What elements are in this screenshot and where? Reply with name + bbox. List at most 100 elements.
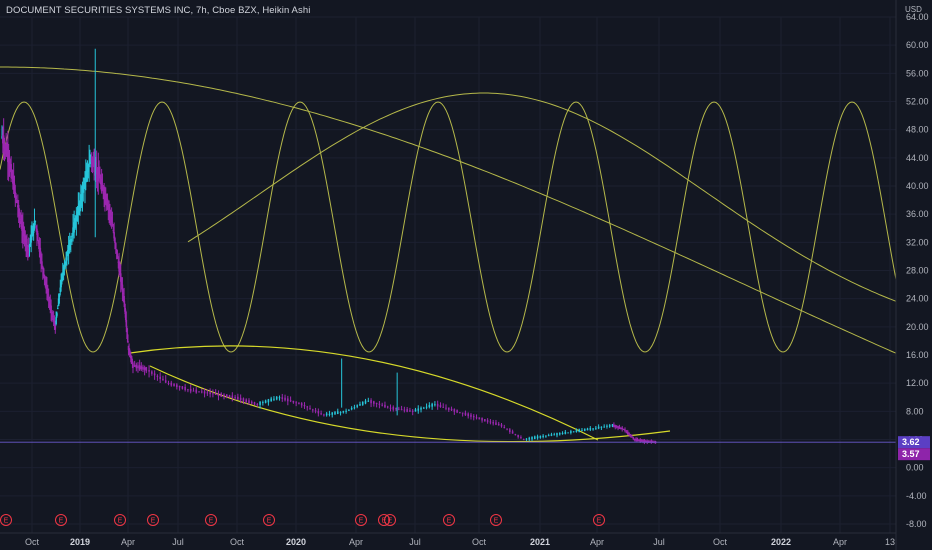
candle-body [395,407,397,410]
candle-body [287,398,289,402]
candle-body [64,261,67,266]
candle-body [5,145,7,154]
candle-body [102,187,105,194]
candle-body [18,214,21,216]
earnings-marker[interactable] [378,514,390,526]
candle-body [201,391,203,393]
candle-body [400,409,403,411]
candle-body [392,406,395,410]
candle-body [439,405,442,407]
candle-body [309,408,311,410]
candle-body [50,305,52,313]
candle-body [603,426,605,428]
candle-body [39,247,42,258]
candle-body [127,345,130,351]
candle-body [20,220,22,227]
candle-body [425,406,428,408]
candle-body [73,222,75,233]
candle-body [83,184,85,188]
earnings-marker[interactable] [205,514,217,526]
y-tick-label: 24.00 [906,294,929,304]
candle-body [234,397,236,399]
y-tick-label: 52.00 [906,97,929,107]
y-tick-label: 64.00 [906,12,929,22]
candle-body [625,431,628,433]
price-tags: 3.62 3.57 [898,436,930,461]
earnings-marker[interactable] [443,514,455,526]
candle-body [112,229,115,231]
candle-body [447,407,450,410]
candle-body [528,437,531,440]
candle-body [558,433,561,435]
x-tick-label: 2020 [286,537,306,547]
earnings-marker[interactable] [55,514,67,526]
candle-body [403,409,406,411]
candle-body [71,236,73,238]
candle-body [409,410,411,412]
candle-body [600,426,603,428]
earnings-marker[interactable] [384,514,396,526]
candle-body [331,412,334,415]
candle-body [436,403,439,407]
candle-body [497,423,500,426]
candle-body [184,386,186,390]
candle-body [615,426,618,428]
candle-body [127,341,129,343]
candle-body [534,436,536,440]
candle-body [72,227,74,237]
candle-body [225,394,228,398]
candle-body [317,411,320,414]
candle-body [89,159,91,164]
candle-body [116,254,119,259]
candle-body [281,397,284,400]
candle-body [639,439,642,442]
candle-body [336,411,339,415]
earnings-marker-label: E [388,518,393,525]
candle-body [547,435,550,437]
candle-body [131,359,133,364]
earnings-marker[interactable] [263,514,275,526]
candle-body [51,315,54,317]
candle-body [239,397,242,401]
candle-body [517,434,519,438]
y-tick-label: 60.00 [906,40,929,50]
earnings-marker[interactable] [147,514,159,526]
candle-body [19,218,22,221]
earnings-marker[interactable] [355,514,367,526]
earnings-marker[interactable] [490,514,502,526]
candle-body [359,403,361,406]
candle-body [411,410,414,412]
candle-body [17,205,19,208]
candle-body [514,434,517,436]
candle-body [325,413,328,416]
candle-body [93,157,95,173]
candle-body [26,238,28,250]
candle-body [284,397,286,401]
candle-body [511,431,514,434]
candle-body [114,238,116,244]
earnings-marker-label: E [494,518,499,525]
x-tick-label: Apr [833,537,847,547]
candle-body [575,430,578,433]
candle-body [67,245,70,254]
candle-body [7,148,9,162]
candle-body [467,413,469,417]
candle-body [23,230,26,242]
candle-body [56,308,59,310]
candle-body [96,167,99,177]
y-tick-label: 32.00 [906,237,929,247]
earnings-marker[interactable] [593,514,605,526]
earnings-marker[interactable] [0,514,12,526]
earnings-marker-label: E [4,518,9,525]
candle-body [617,426,619,429]
candle-body [3,143,6,147]
candle-body [151,371,153,374]
y-tick-label: 44.00 [906,153,929,163]
time-axis: Oct 2019 Apr Jul Oct 2020 Apr Jul Oct 2021 Apr Jul O… [25,537,895,547]
candle-body [389,407,392,409]
x-tick-label: Oct [25,537,40,547]
candle-body [56,313,58,316]
earnings-marker[interactable] [114,514,126,526]
